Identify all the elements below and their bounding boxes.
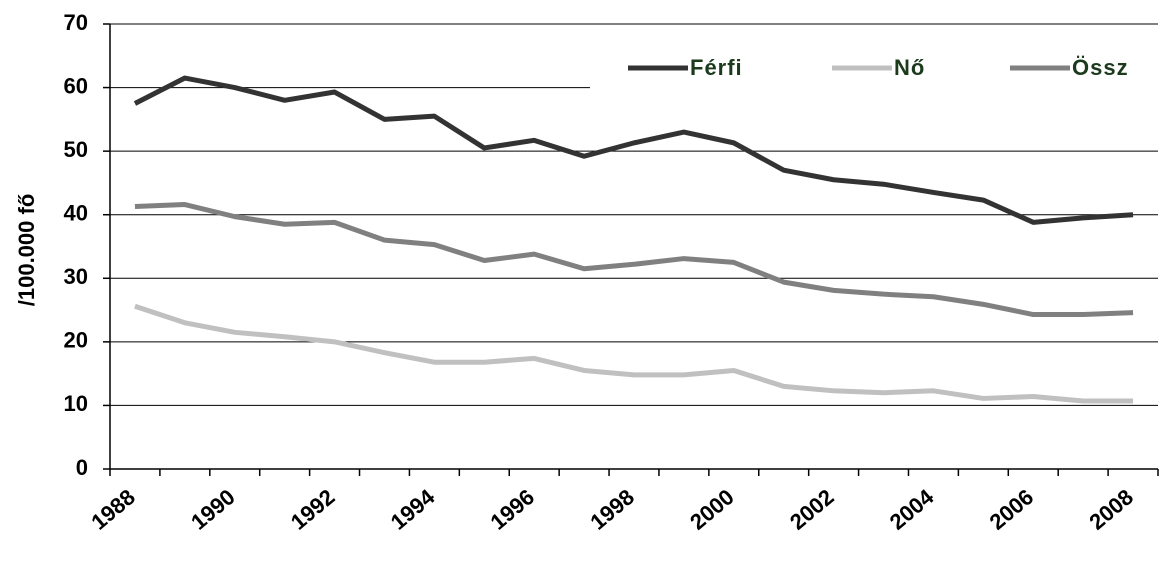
x-tick-label: 1994 <box>386 484 440 535</box>
x-tick-label: 1990 <box>186 484 240 535</box>
series-line <box>134 202 1134 318</box>
y-tick-label: 40 <box>64 201 88 226</box>
y-tick-label: 60 <box>64 73 88 98</box>
y-tick-label: 10 <box>64 391 88 416</box>
x-tick-label: 1998 <box>585 484 639 535</box>
legend: Férfi Nő Össz <box>628 55 1129 80</box>
y-tick-label: 0 <box>76 455 88 480</box>
y-tick-label: 50 <box>64 137 88 162</box>
x-tick-label: 2000 <box>685 484 739 535</box>
legend-label: Össz <box>1072 55 1129 80</box>
y-tick-label: 30 <box>64 264 88 289</box>
x-tick-label: 1996 <box>486 484 540 535</box>
x-tick-label: 2008 <box>1084 484 1138 535</box>
legend-label: Nő <box>894 55 925 80</box>
series-line <box>134 303 1134 404</box>
x-tick-label: 1992 <box>286 484 340 535</box>
lines <box>133 75 1134 404</box>
x-tick-label: 2004 <box>885 484 939 535</box>
legend-label: Férfi <box>690 55 743 80</box>
series-line <box>133 75 1134 225</box>
y-tick-label: 70 <box>64 10 88 35</box>
y-axis-label: /100.000 fő <box>14 194 39 307</box>
y-tick-label: 20 <box>64 328 88 353</box>
x-tick-label: 2002 <box>785 484 839 535</box>
x-tick-label: 1988 <box>86 484 140 535</box>
x-tick-label: 2006 <box>985 484 1039 535</box>
